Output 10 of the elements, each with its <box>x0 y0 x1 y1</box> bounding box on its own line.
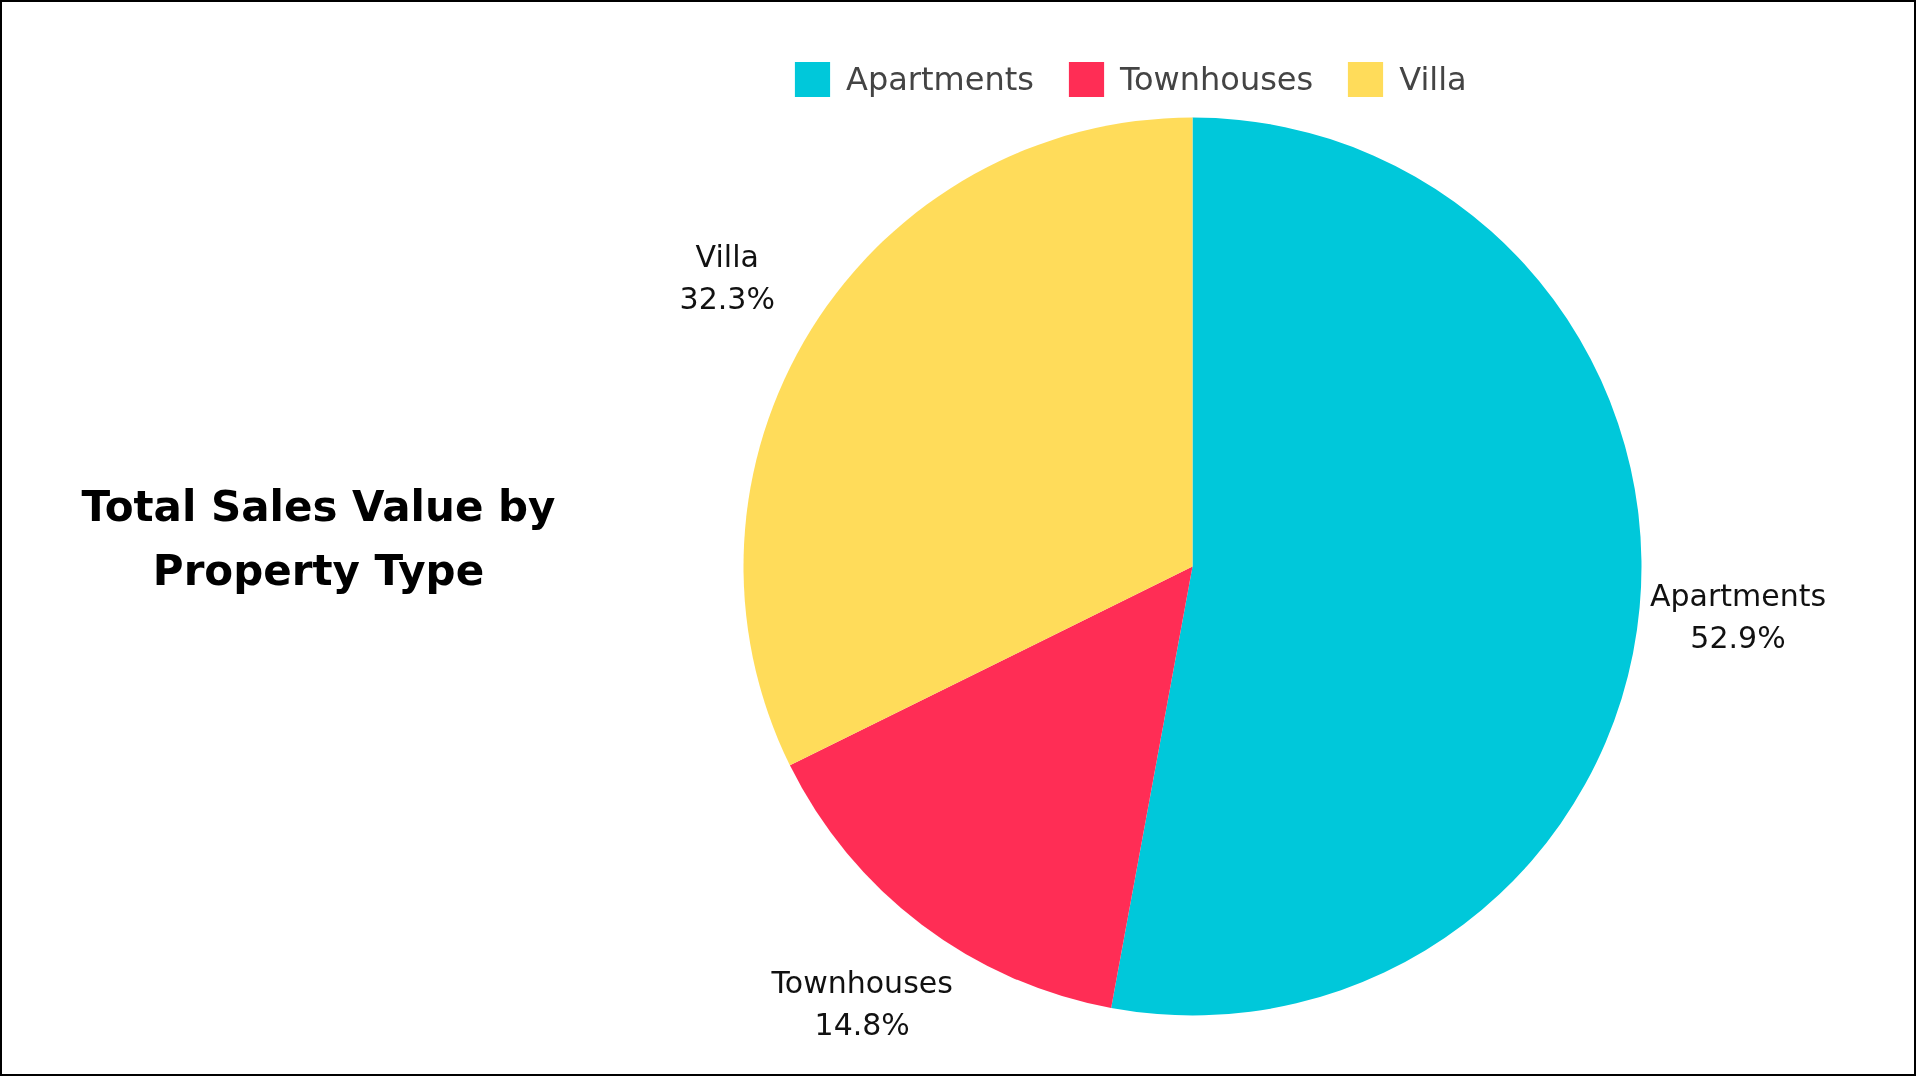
text: Total Sales Value by Property Type <box>81 482 556 595</box>
slice-label: Villa <box>695 238 759 274</box>
data-label: 32.3% <box>679 280 775 316</box>
data-label: 52.9% <box>1690 619 1786 655</box>
legend-label: Townhouses <box>1119 60 1314 98</box>
data-label: 14.8% <box>814 1007 910 1043</box>
slice-label: Townhouses <box>770 965 953 1001</box>
legend-label: Villa <box>1399 60 1467 98</box>
slice-label: Apartments <box>1649 577 1827 613</box>
legend-label: Apartments <box>846 60 1034 98</box>
